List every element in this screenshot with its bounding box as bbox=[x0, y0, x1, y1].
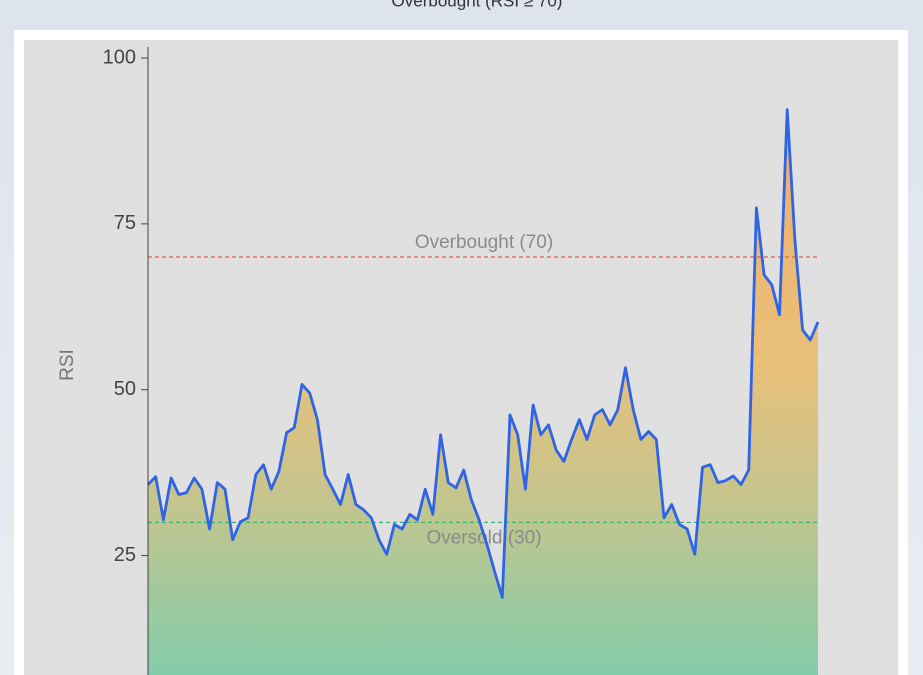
y-tick-label: 100 bbox=[103, 46, 136, 68]
chart-title: Overbought (RSI ≥ 70) bbox=[392, 0, 563, 10]
y-axis-label: RSI bbox=[57, 349, 78, 381]
threshold-label: Overbought (70) bbox=[415, 232, 553, 253]
y-tick-label: 50 bbox=[114, 378, 136, 400]
rsi-line bbox=[146, 108, 820, 599]
rsi-area bbox=[148, 109, 818, 675]
y-tick-label: 25 bbox=[114, 544, 136, 566]
y-tick-label: 75 bbox=[114, 212, 136, 234]
